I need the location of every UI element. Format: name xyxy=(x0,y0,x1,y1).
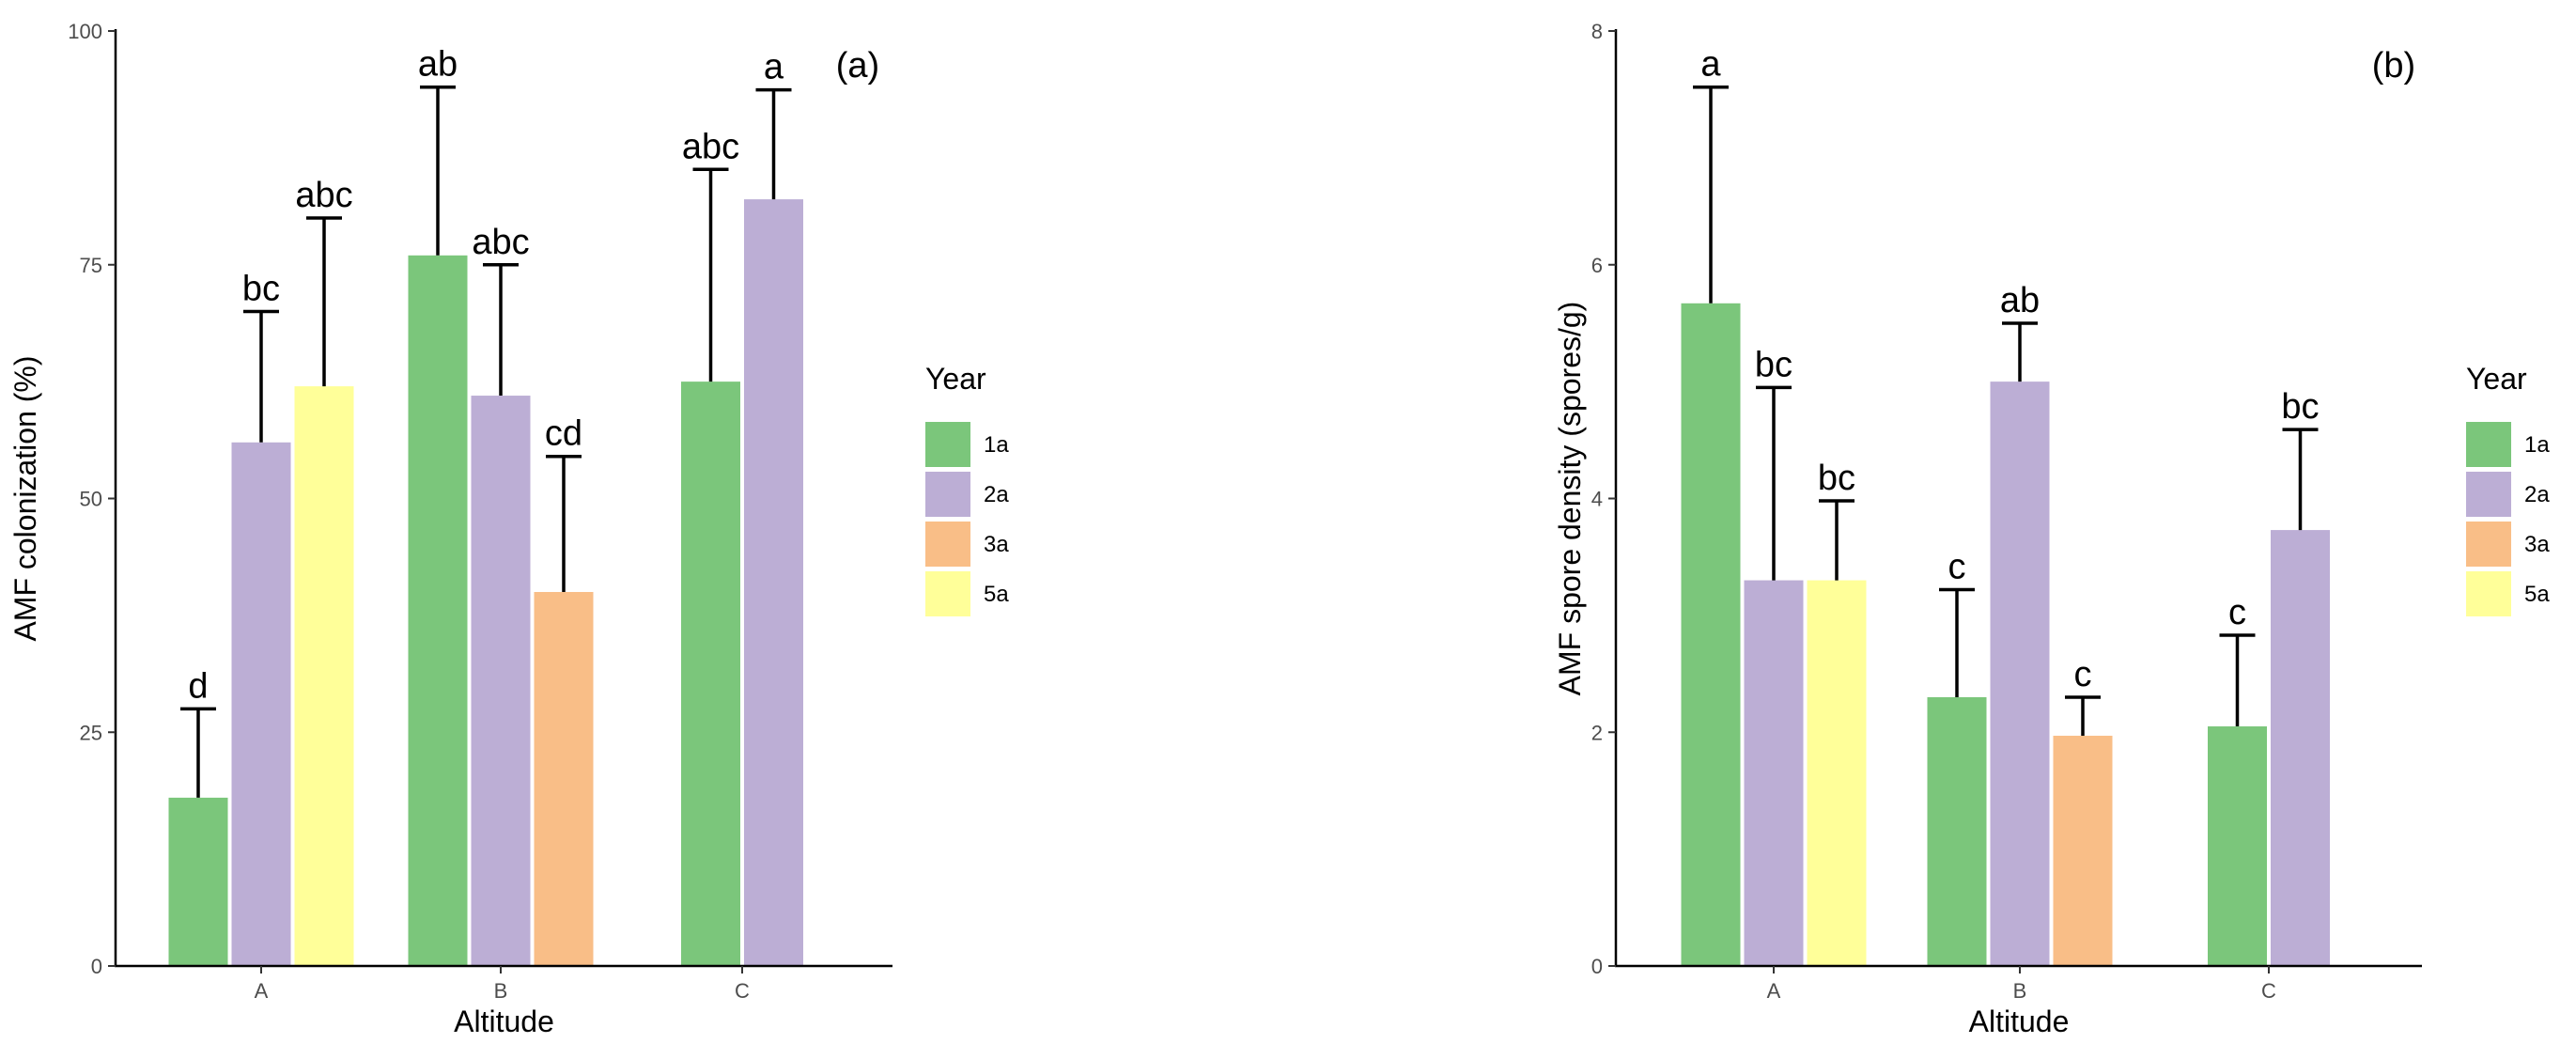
panel-a-colonization-chart: d bc abc ab abc cd abc a 0 25 50 75 100 A B C Altitude AM… xyxy=(8,20,1009,1038)
y-tick-label: 4 xyxy=(1591,488,1603,511)
bar-A-2a xyxy=(1744,580,1804,966)
x-tick-label-C: C xyxy=(735,979,750,1003)
bar-C-1a xyxy=(2208,726,2267,966)
bar-C-2a xyxy=(2271,530,2330,966)
y-axis-title: AMF spore density (spores/g) xyxy=(1553,302,1587,696)
legend-title: Year xyxy=(2466,362,2527,396)
legend-label-1a: 1a xyxy=(2524,432,2550,458)
legend-swatch-2a xyxy=(925,472,970,517)
significance-letter-C-2a: bc xyxy=(2281,387,2319,427)
significance-letter-B-1a: ab xyxy=(418,45,458,85)
significance-letter-A-2a: bc xyxy=(1755,345,1792,384)
x-tick-label-C: C xyxy=(2261,979,2276,1003)
significance-letter-B-2a: abc xyxy=(472,223,529,262)
x-tick-label-A: A xyxy=(1767,979,1781,1003)
legend-label-3a: 3a xyxy=(2524,532,2550,557)
legend-swatch-2a xyxy=(2466,472,2511,517)
legend-swatch-5a xyxy=(925,571,970,616)
x-tick-label-A: A xyxy=(255,979,269,1003)
legend-swatch-3a xyxy=(925,522,970,567)
significance-letter-A-1a: d xyxy=(188,666,208,706)
bar-C-1a xyxy=(681,382,740,966)
bar-B-2a xyxy=(471,396,531,966)
y-tick-label: 6 xyxy=(1591,254,1603,277)
y-tick-label: 8 xyxy=(1591,20,1603,43)
significance-letter-B-1a: c xyxy=(1948,548,1966,587)
bar-B-3a xyxy=(534,592,594,966)
significance-letter-C-1a: abc xyxy=(682,127,739,166)
legend-label-3a: 3a xyxy=(984,532,1009,557)
y-tick-label: 75 xyxy=(80,254,102,277)
legend-swatch-5a xyxy=(2466,571,2511,616)
bar-C-2a xyxy=(744,199,803,967)
bar-A-5a xyxy=(294,386,354,967)
x-tick-label-B: B xyxy=(494,979,508,1003)
legend-swatch-3a xyxy=(2466,522,2511,567)
bar-B-2a xyxy=(1990,382,2050,966)
significance-letter-C-2a: a xyxy=(764,48,784,87)
panel-label: (b) xyxy=(2372,46,2415,86)
y-tick-label: 100 xyxy=(68,20,102,43)
x-axis-title: Altitude xyxy=(1969,1004,2070,1038)
bar-B-1a xyxy=(408,255,468,966)
significance-letter-B-3a: cd xyxy=(545,414,582,454)
significance-letter-A-2a: bc xyxy=(242,270,280,309)
legend-label-2a: 2a xyxy=(984,482,1009,507)
significance-letter-A-1a: a xyxy=(1700,45,1721,85)
y-tick-label: 25 xyxy=(80,721,102,744)
legend-label-1a: 1a xyxy=(984,432,1009,458)
significance-letter-B-3a: c xyxy=(2074,655,2092,694)
bar-A-2a xyxy=(231,442,291,966)
y-axis-title: AMF colonization (%) xyxy=(8,355,42,641)
y-tick-label: 2 xyxy=(1591,721,1603,744)
x-axis-title: Altitude xyxy=(454,1004,554,1038)
significance-letter-C-1a: c xyxy=(2228,593,2246,632)
legend-swatch-1a xyxy=(2466,422,2511,467)
legend: Year 1a 2a 3a 5a xyxy=(925,362,1009,616)
panel-label: (a) xyxy=(836,46,879,86)
legend-label-5a: 5a xyxy=(984,582,1009,607)
bar-A-1a xyxy=(1681,303,1741,966)
bar-B-1a xyxy=(1927,696,1987,966)
bar-A-5a xyxy=(1807,580,1867,966)
significance-letter-A-5a: bc xyxy=(1818,459,1855,498)
y-tick-label: 0 xyxy=(91,955,102,978)
y-tick-label: 0 xyxy=(1591,955,1603,978)
bar-A-1a xyxy=(168,797,228,966)
x-tick-label-B: B xyxy=(2013,979,2027,1003)
legend: Year 1a 2a 3a 5a xyxy=(2466,362,2550,616)
legend-label-2a: 2a xyxy=(2524,482,2550,507)
bar-B-3a xyxy=(2053,735,2113,966)
legend-swatch-1a xyxy=(925,422,970,467)
legend-title: Year xyxy=(925,362,986,396)
significance-letter-A-5a: abc xyxy=(295,176,352,215)
legend-label-5a: 5a xyxy=(2524,582,2550,607)
significance-letter-B-2a: ab xyxy=(2000,281,2040,320)
y-tick-label: 50 xyxy=(80,488,102,511)
